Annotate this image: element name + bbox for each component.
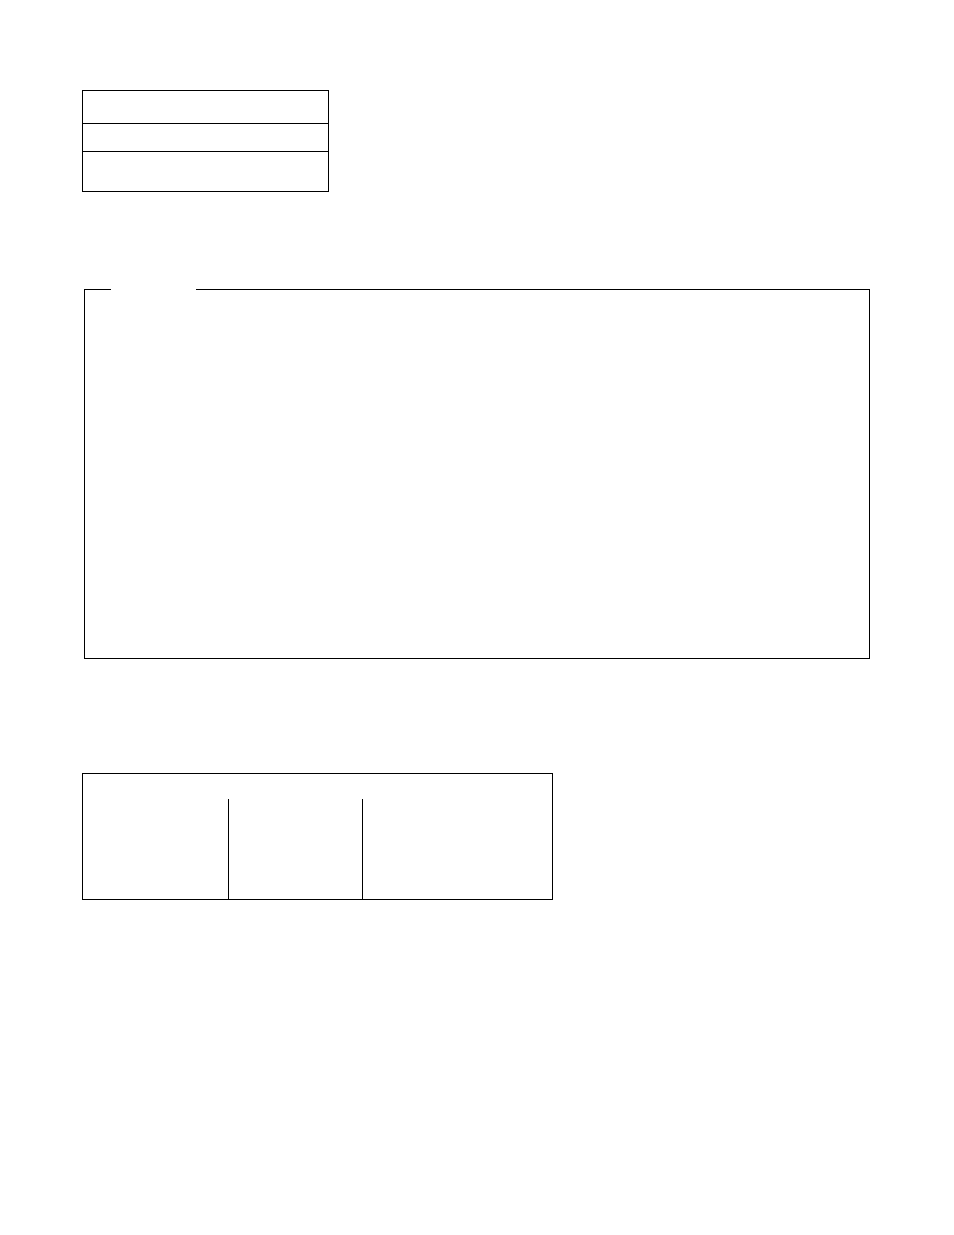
frame-border-segment bbox=[85, 289, 111, 291]
small-table bbox=[82, 90, 329, 192]
three-column-table bbox=[82, 773, 553, 900]
column-divider bbox=[228, 799, 229, 899]
page bbox=[0, 0, 954, 1235]
column-divider bbox=[362, 799, 363, 899]
frame-border-segment bbox=[196, 289, 869, 291]
small-table-row-1 bbox=[83, 91, 328, 124]
titled-frame bbox=[84, 289, 870, 659]
small-table-row-2 bbox=[83, 123, 328, 152]
